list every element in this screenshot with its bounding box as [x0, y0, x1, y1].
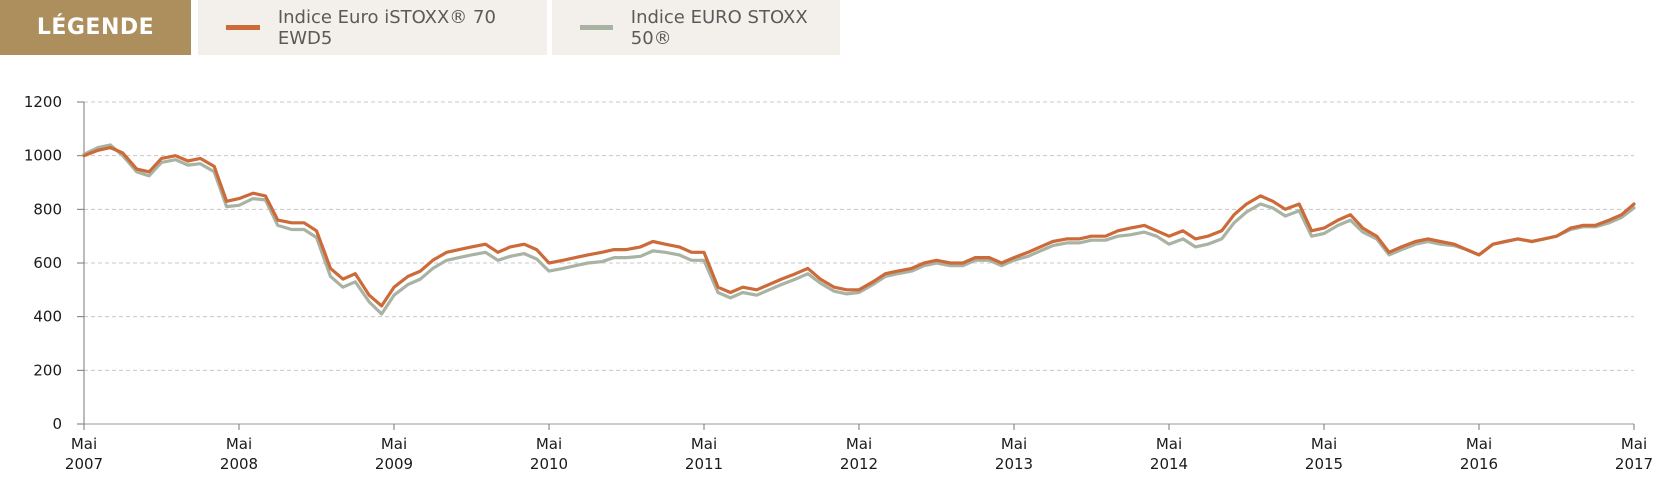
y-tick-label: 200 [33, 361, 62, 379]
x-tick-label: Mai 2012 [840, 435, 878, 473]
x-tick-label: Mai 2011 [685, 435, 723, 473]
grid [84, 101, 1634, 371]
y-tick-label: 1200 [24, 93, 62, 111]
y-axis: 0 200 400 600 800 1000 1200 [24, 93, 85, 433]
legend-label-istoxx: Indice Euro iSTOXX® 70 EWD5 [277, 6, 496, 49]
series-line-1 [82, 143, 1636, 316]
legend: LÉGENDE Indice Euro iSTOXX® 70 EWD5 Indi… [0, 0, 840, 55]
series-line-0 [82, 146, 1636, 308]
legend-swatch-eurostoxx [580, 25, 613, 30]
x-tick-label: Mai 2008 [220, 435, 258, 473]
y-tick-label: 600 [33, 254, 62, 272]
legend-entry-istoxx: Indice Euro iSTOXX® 70 EWD5 [198, 0, 547, 55]
legend-label-eurostoxx: Indice EURO STOXX 50® [630, 6, 808, 49]
x-tick-label: Mai 2017 [1615, 435, 1653, 473]
legend-swatch-istoxx [226, 25, 260, 30]
x-tick-label: Mai 2009 [375, 435, 413, 473]
y-tick-label: 1000 [24, 147, 62, 165]
x-axis: Mai 2007 Mai 2008 Mai 2009 Mai 2010 Mai 2011 Mai 20… [65, 423, 1653, 473]
series-lines [82, 143, 1636, 316]
x-tick-label: Mai 2014 [1150, 435, 1188, 473]
x-tick-label: Mai 2010 [530, 435, 568, 473]
x-tick-label: Mai 2007 [65, 435, 103, 473]
legend-title: LÉGENDE [0, 0, 191, 55]
x-tick-label: Mai 2013 [995, 435, 1033, 473]
y-tick-label: 0 [52, 415, 62, 433]
x-tick-label: Mai 2015 [1305, 435, 1343, 473]
x-tick-label: Mai 2016 [1460, 435, 1498, 473]
y-tick-label: 400 [33, 308, 62, 326]
y-tick-label: 800 [33, 200, 62, 218]
legend-entry-eurostoxx: Indice EURO STOXX 50® [552, 0, 840, 55]
